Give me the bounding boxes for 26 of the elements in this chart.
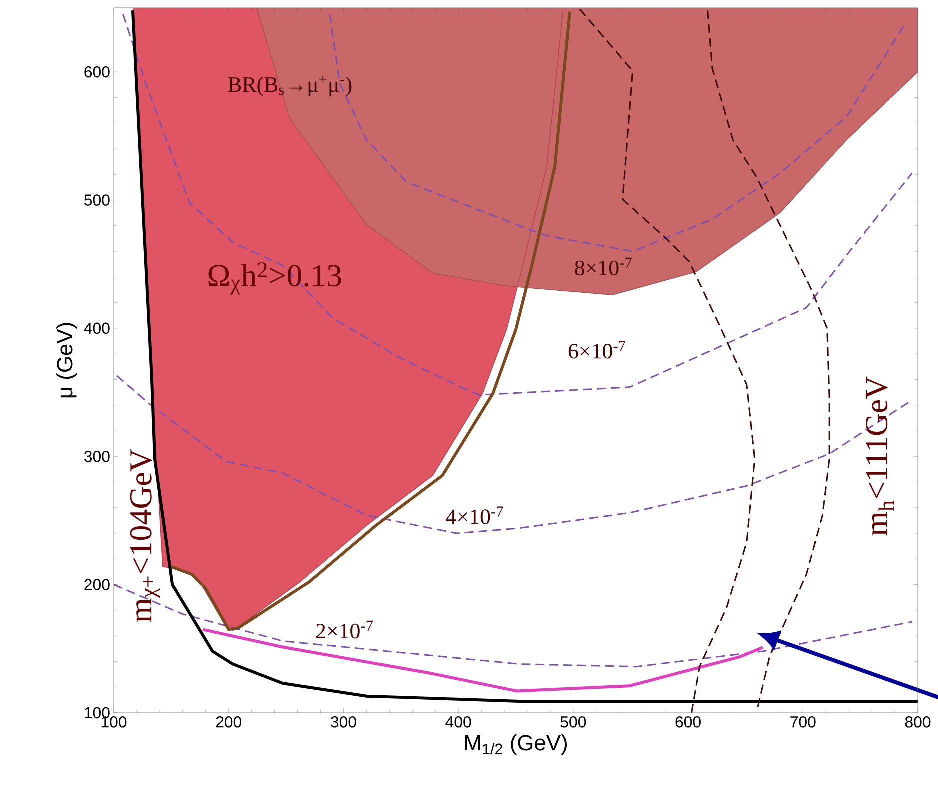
annotation: BR(B$_{s}$→μ$^{+}$μ$^{-}$) (228, 76, 352, 97)
y-tick-label: 200 (84, 579, 110, 590)
y-axis-title: μ (GeV) (56, 323, 78, 398)
annotation: 2×10$^{-7}$ (316, 620, 374, 639)
y-tick-label: 500 (84, 194, 110, 206)
x-tick-label: 400 (446, 716, 472, 728)
y-tick-label: 100 (85, 707, 110, 719)
annotation: m$_{h}$<111GeV (866, 376, 894, 536)
line-series (329, 14, 908, 252)
x-tick-label: 100 (102, 716, 127, 728)
y-tick-label: 400 (84, 322, 110, 334)
y-tick-label: 600 (84, 66, 110, 78)
x-tick-label: 800 (905, 716, 931, 728)
x-tick-label: 600 (676, 716, 701, 728)
annotation: 4×10$^{-7}$ (446, 506, 504, 524)
x-tick-label: 700 (790, 716, 816, 728)
x-tick-label: 300 (331, 716, 356, 728)
x-tick-label: 200 (216, 716, 242, 728)
x-tick-label: 500 (560, 716, 586, 728)
annotation: m$_{χ+}$<104GeV (130, 450, 160, 622)
annotation: 6×10$^{-7}$ (568, 341, 626, 359)
annotation: Ω$_{χ}$h$^{2}$>0.13 (208, 262, 342, 295)
annotation: 8×10$^{-7}$ (575, 258, 632, 276)
y-tick-label: 300 (84, 450, 110, 462)
x-axis-title: M$_{1/2}$ (GeV) (465, 734, 567, 756)
line-series (131, 9, 920, 703)
